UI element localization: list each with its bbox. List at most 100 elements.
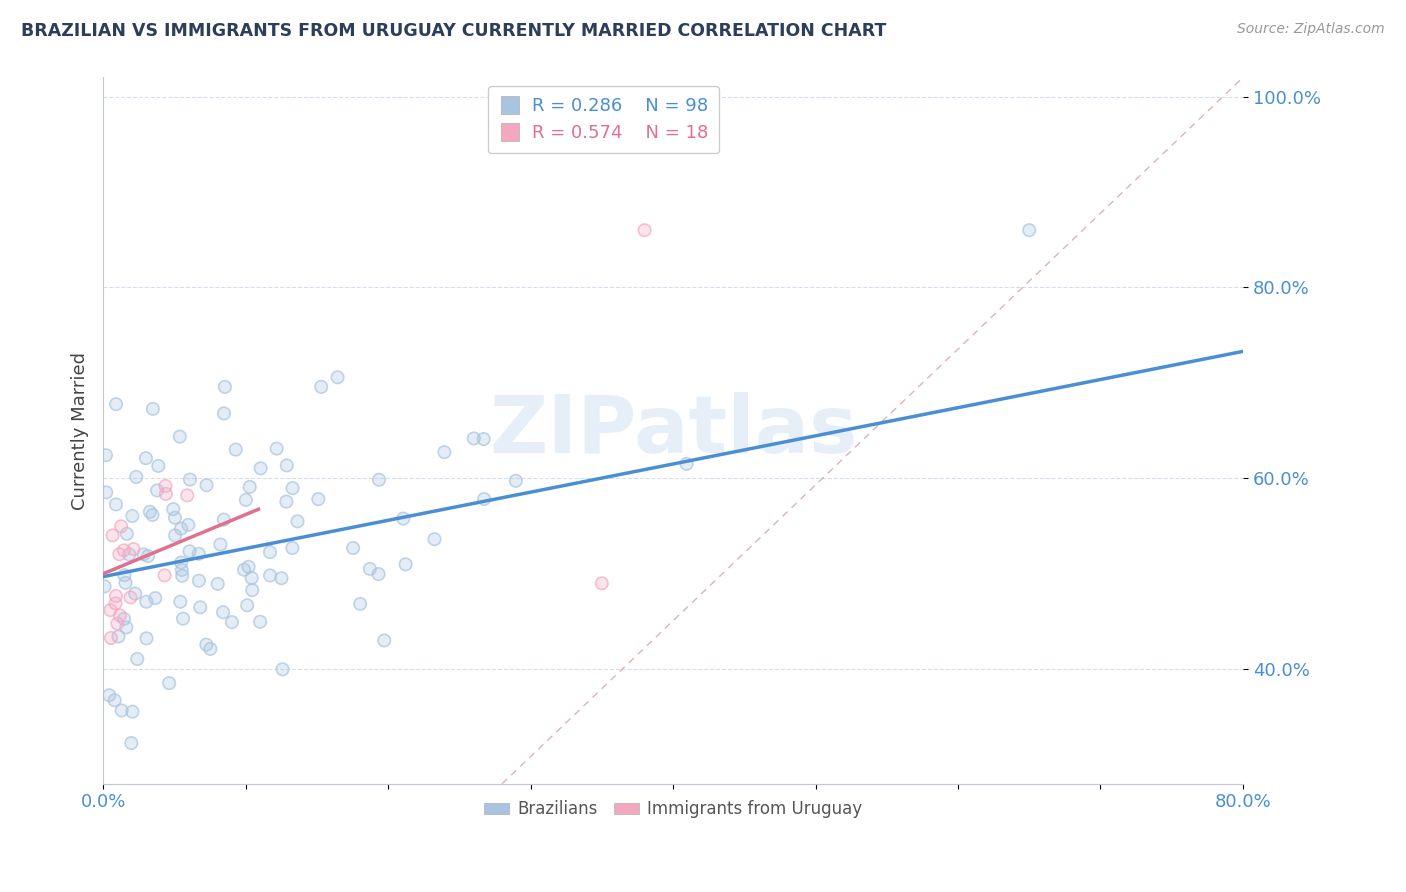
Point: [236, 599, 259, 613]
Point: [259, 545, 281, 559]
Point: [463, 431, 485, 445]
Point: [93, 579, 115, 593]
Point: [165, 528, 187, 542]
Point: [172, 568, 194, 582]
Point: [115, 620, 138, 634]
Point: [195, 638, 218, 652]
Point: [349, 597, 371, 611]
Point: [111, 703, 134, 717]
Point: [368, 473, 391, 487]
Point: [179, 544, 201, 558]
Point: [176, 488, 198, 502]
Point: [125, 470, 148, 484]
Point: [98, 688, 121, 702]
Point: [170, 556, 193, 570]
Point: [367, 567, 389, 582]
Point: [142, 401, 165, 416]
Point: [472, 491, 495, 506]
Point: [136, 549, 159, 563]
Point: [281, 481, 304, 495]
Point: [675, 457, 697, 471]
Point: [392, 511, 415, 525]
Point: [104, 596, 127, 610]
Point: [122, 542, 145, 557]
Point: [195, 638, 218, 652]
Point: [309, 380, 332, 394]
Point: [155, 479, 177, 493]
Point: [463, 431, 485, 445]
Point: [111, 703, 134, 717]
Point: [188, 600, 211, 615]
Point: [115, 526, 138, 541]
Point: [118, 548, 141, 562]
Point: [179, 544, 201, 558]
Point: [120, 591, 142, 605]
Point: [309, 380, 332, 394]
Point: [104, 693, 127, 707]
Point: [394, 558, 416, 572]
Point: [94, 448, 117, 462]
Point: [143, 591, 166, 605]
Point: [107, 616, 129, 631]
Point: [270, 571, 292, 585]
Point: [172, 568, 194, 582]
Point: [238, 559, 260, 574]
Point: [200, 641, 222, 656]
Point: [115, 526, 138, 541]
Point: [266, 442, 288, 456]
Point: [394, 558, 416, 572]
Y-axis label: Currently Married: Currently Married: [72, 351, 89, 509]
Point: [373, 633, 395, 648]
Legend: Brazilians, Immigrants from Uruguay: Brazilians, Immigrants from Uruguay: [477, 794, 869, 825]
Point: [125, 470, 148, 484]
Point: [170, 522, 193, 536]
Point: [172, 612, 194, 626]
Point: [107, 630, 129, 644]
Point: [110, 519, 132, 533]
Point: [212, 406, 235, 420]
Point: [195, 478, 218, 492]
Point: [307, 492, 329, 507]
Point: [143, 591, 166, 605]
Point: [127, 652, 149, 666]
Point: [187, 547, 209, 561]
Point: [139, 505, 162, 519]
Point: [118, 548, 141, 562]
Point: [249, 461, 271, 475]
Point: [281, 541, 304, 555]
Point: [153, 568, 176, 582]
Point: [157, 676, 180, 690]
Point: [212, 513, 235, 527]
Point: [433, 445, 456, 459]
Point: [112, 543, 135, 558]
Point: [259, 568, 281, 582]
Point: [266, 442, 288, 456]
Point: [100, 631, 122, 645]
Point: [200, 641, 222, 656]
Point: [169, 595, 191, 609]
Point: [135, 632, 157, 646]
Point: [239, 480, 262, 494]
Point: [169, 430, 191, 444]
Point: [112, 612, 135, 626]
Point: [170, 556, 193, 570]
Point: [633, 223, 655, 237]
Point: [505, 474, 527, 488]
Point: [209, 537, 232, 551]
Point: [135, 632, 157, 646]
Point: [276, 494, 298, 508]
Point: [259, 568, 281, 582]
Point: [124, 586, 146, 600]
Point: [349, 597, 371, 611]
Point: [114, 568, 136, 582]
Point: [169, 430, 191, 444]
Point: [239, 480, 262, 494]
Point: [1018, 223, 1040, 237]
Point: [104, 497, 127, 511]
Point: [155, 487, 177, 501]
Point: [104, 589, 127, 603]
Point: [170, 563, 193, 577]
Point: [170, 522, 193, 536]
Point: [121, 509, 143, 524]
Point: [94, 448, 117, 462]
